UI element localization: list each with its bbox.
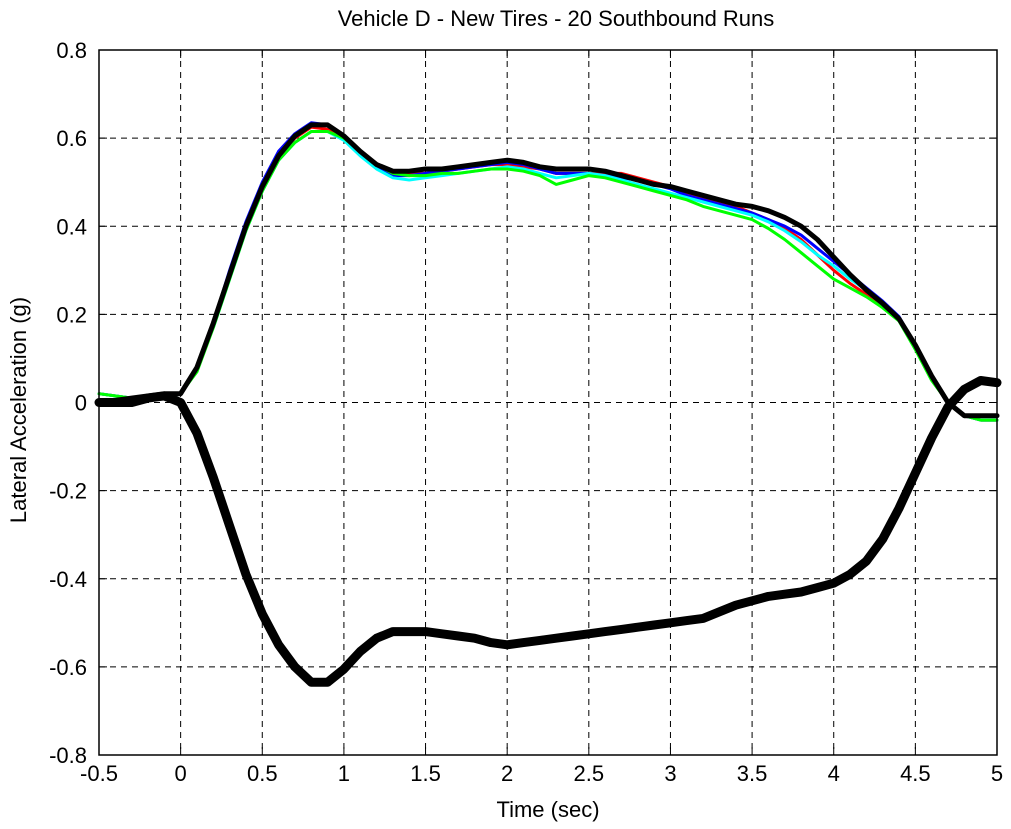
x-tick-label: -0.5 <box>80 761 118 786</box>
y-tick-label: -0.8 <box>49 743 87 768</box>
x-tick-label: 1 <box>338 761 350 786</box>
x-tick-label: 4 <box>828 761 840 786</box>
y-tick-label: 0.8 <box>56 38 87 63</box>
chart-title: Vehicle D - New Tires - 20 Southbound Ru… <box>338 6 775 31</box>
x-tick-label: 3 <box>664 761 676 786</box>
y-tick-label: -0.4 <box>49 567 87 592</box>
y-tick-label: -0.6 <box>49 655 87 680</box>
series-lines <box>94 121 1002 687</box>
series-line-5 <box>96 122 1000 419</box>
x-axis-label: Time (sec) <box>496 797 599 822</box>
x-tick-label: 3.5 <box>737 761 768 786</box>
x-tick-label: 4.5 <box>900 761 931 786</box>
series-line-6 <box>94 376 1002 687</box>
x-tick-label: 5 <box>991 761 1003 786</box>
series-line-3 <box>97 130 999 422</box>
x-tick-label: 0.5 <box>247 761 278 786</box>
y-tick-label: 0.6 <box>56 126 87 151</box>
y-axis-ticks: -0.8 -0.6 -0.4 -0.2 0 0.2 0.4 0.6 0.8 <box>49 38 997 768</box>
x-tick-label: 1.5 <box>410 761 441 786</box>
y-tick-label: 0.2 <box>56 302 87 327</box>
grid <box>99 50 997 755</box>
x-tick-label: 0 <box>175 761 187 786</box>
x-axis-ticks: -0.5 0 0.5 1 1.5 2 2.5 3 3.5 4 4.5 5 <box>80 50 1003 786</box>
y-axis-label: Lateral Acceleration (g) <box>6 297 31 523</box>
x-tick-label: 2.5 <box>574 761 605 786</box>
y-tick-label: 0.4 <box>56 214 87 239</box>
x-tick-label: 2 <box>501 761 513 786</box>
y-tick-label: 0 <box>75 391 87 416</box>
y-tick-label: -0.2 <box>49 479 87 504</box>
